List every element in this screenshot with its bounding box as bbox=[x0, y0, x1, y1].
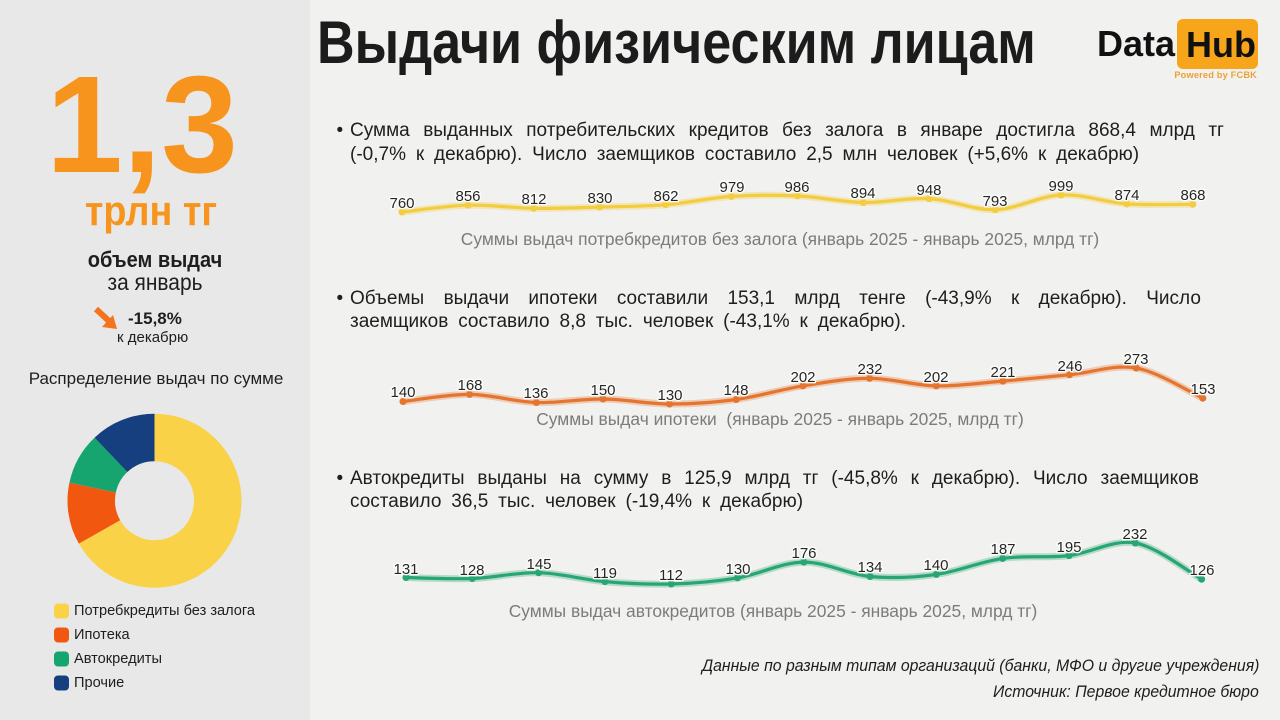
svg-text:232: 232 bbox=[857, 361, 882, 378]
svg-text:273: 273 bbox=[1123, 351, 1148, 368]
svg-text:187: 187 bbox=[990, 541, 1015, 558]
svg-text:126: 126 bbox=[1189, 562, 1214, 579]
svg-text:862: 862 bbox=[653, 188, 678, 205]
svg-text:148: 148 bbox=[723, 382, 748, 399]
svg-text:145: 145 bbox=[526, 556, 551, 573]
svg-text:195: 195 bbox=[1056, 539, 1081, 556]
svg-text:760: 760 bbox=[389, 195, 414, 212]
svg-text:246: 246 bbox=[1057, 358, 1082, 375]
svg-text:894: 894 bbox=[850, 185, 875, 202]
svg-text:202: 202 bbox=[923, 369, 948, 386]
svg-text:856: 856 bbox=[455, 188, 480, 205]
svg-text:140: 140 bbox=[390, 384, 415, 401]
svg-text:221: 221 bbox=[990, 364, 1015, 381]
svg-text:130: 130 bbox=[725, 561, 750, 578]
svg-text:168: 168 bbox=[457, 377, 482, 394]
svg-text:153: 153 bbox=[1190, 381, 1215, 398]
svg-text:112: 112 bbox=[659, 567, 683, 584]
svg-text:868: 868 bbox=[1180, 187, 1205, 204]
svg-text:812: 812 bbox=[521, 191, 546, 208]
svg-text:979: 979 bbox=[719, 179, 744, 196]
svg-text:140: 140 bbox=[923, 557, 948, 574]
svg-text:830: 830 bbox=[587, 190, 612, 207]
svg-text:119: 119 bbox=[593, 565, 617, 582]
svg-text:150: 150 bbox=[590, 382, 615, 399]
svg-text:130: 130 bbox=[657, 387, 682, 404]
svg-text:986: 986 bbox=[784, 179, 809, 196]
svg-text:874: 874 bbox=[1114, 187, 1139, 204]
svg-text:232: 232 bbox=[1122, 526, 1147, 543]
svg-text:999: 999 bbox=[1048, 178, 1073, 195]
svg-text:793: 793 bbox=[982, 193, 1007, 210]
svg-text:176: 176 bbox=[791, 545, 816, 562]
svg-text:134: 134 bbox=[857, 559, 882, 576]
svg-text:948: 948 bbox=[916, 182, 941, 199]
svg-text:136: 136 bbox=[523, 385, 548, 402]
svg-text:131: 131 bbox=[393, 561, 418, 578]
svg-text:202: 202 bbox=[790, 369, 815, 386]
svg-text:128: 128 bbox=[459, 562, 484, 579]
